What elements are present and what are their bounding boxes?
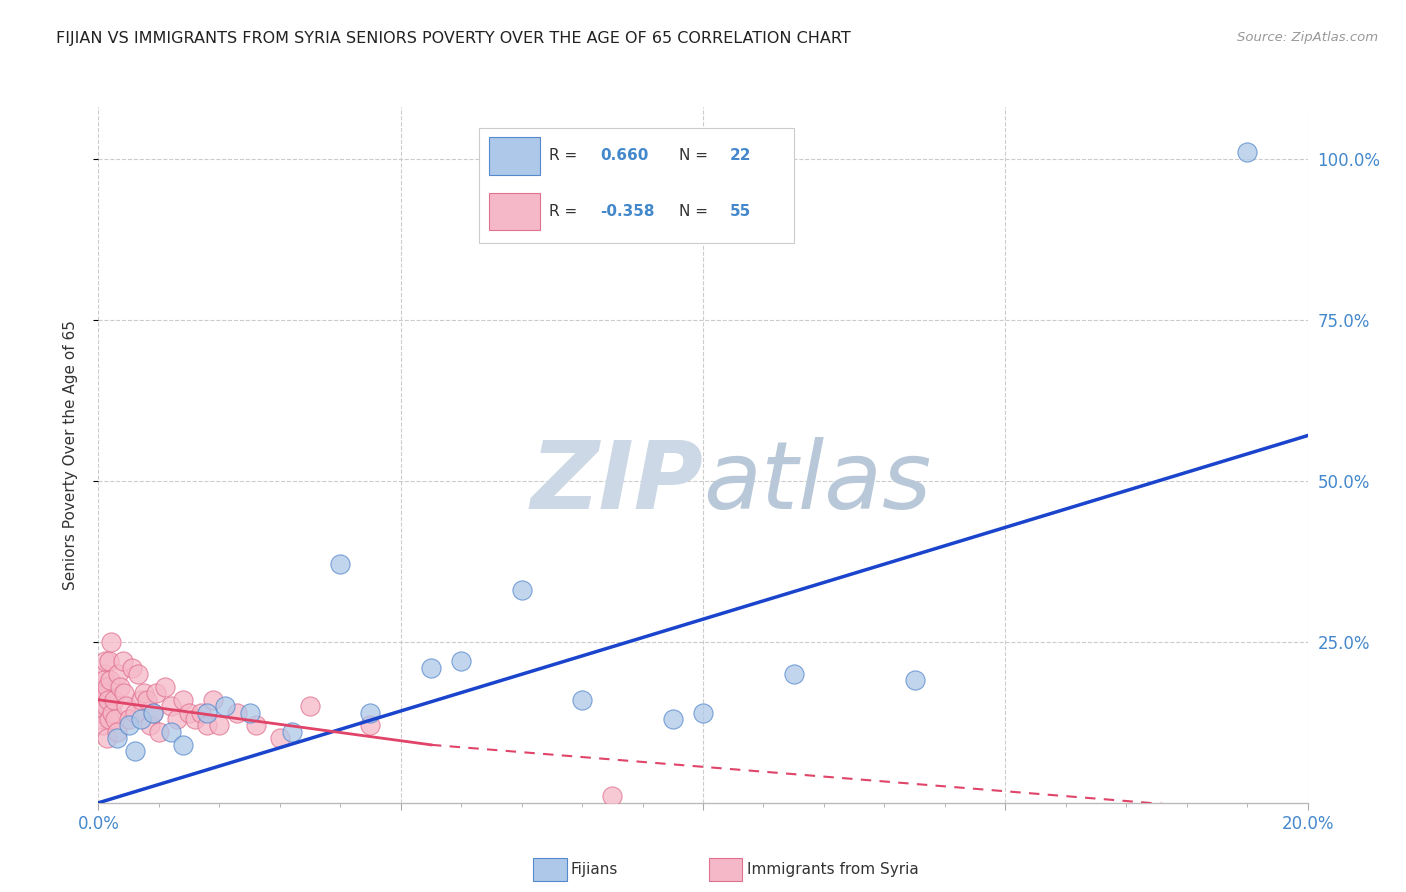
Point (100, 634, 122, 648)
Point (115, 699, 138, 714)
Point (90, 692, 112, 706)
Point (172, 738, 194, 752)
Point (93, 673, 115, 688)
Point (124, 706, 146, 720)
Point (104, 712, 127, 726)
Point (98, 673, 121, 688)
Point (90, 686, 112, 700)
Point (145, 686, 167, 700)
Point (160, 699, 183, 714)
Point (299, 699, 322, 714)
Point (142, 706, 165, 720)
Point (269, 731, 291, 746)
Point (135, 692, 157, 706)
Point (214, 699, 236, 714)
Point (129, 692, 152, 706)
Text: 55: 55 (730, 204, 751, 219)
Point (139, 718, 162, 732)
Point (112, 686, 135, 700)
Point (132, 686, 155, 700)
Point (91, 706, 114, 720)
Point (103, 692, 125, 706)
Point (142, 706, 165, 720)
Y-axis label: Seniors Poverty Over the Age of 65: Seniors Poverty Over the Age of 65 (63, 320, 77, 590)
Point (281, 725, 304, 739)
Point (124, 744, 146, 758)
Point (692, 706, 714, 720)
Point (662, 712, 685, 726)
Point (105, 731, 128, 746)
Point (239, 706, 262, 720)
Point (179, 706, 201, 720)
Point (420, 660, 443, 674)
Point (96, 686, 118, 700)
Point (208, 718, 231, 732)
Point (97, 712, 120, 726)
Point (91, 680, 114, 694)
Point (195, 718, 218, 732)
Point (96, 731, 118, 746)
Point (190, 706, 212, 720)
Point (127, 667, 149, 681)
Point (202, 692, 225, 706)
Text: FIJIAN VS IMMIGRANTS FROM SYRIA SENIORS POVERTY OVER THE AGE OF 65 CORRELATION C: FIJIAN VS IMMIGRANTS FROM SYRIA SENIORS … (56, 31, 851, 46)
Point (98, 654, 121, 668)
Point (118, 712, 141, 726)
Point (105, 725, 128, 739)
Text: 0.660: 0.660 (600, 148, 648, 163)
Point (153, 680, 176, 694)
Point (94, 699, 117, 714)
Point (94, 654, 117, 668)
Point (111, 654, 134, 668)
Point (510, 583, 533, 598)
Point (329, 558, 352, 572)
Point (184, 712, 207, 726)
Point (107, 667, 129, 681)
Point (226, 706, 249, 720)
Point (108, 680, 131, 694)
Point (166, 712, 188, 726)
Text: 22: 22 (730, 148, 751, 163)
Point (195, 706, 218, 720)
Point (100, 706, 122, 720)
Point (571, 692, 593, 706)
Point (1236, 145, 1258, 160)
Point (91, 718, 114, 732)
Point (96, 680, 118, 694)
Point (89, 712, 111, 726)
Text: R =: R = (550, 204, 582, 219)
FancyBboxPatch shape (479, 128, 793, 243)
Point (783, 667, 806, 681)
Point (160, 725, 183, 739)
Point (172, 692, 194, 706)
FancyBboxPatch shape (489, 137, 540, 175)
Point (118, 718, 141, 732)
Point (121, 660, 143, 674)
Point (904, 673, 927, 688)
Point (97, 692, 120, 706)
Point (360, 718, 382, 732)
Point (148, 725, 170, 739)
Text: N =: N = (679, 204, 713, 219)
Text: N =: N = (679, 148, 713, 163)
Text: ZIP: ZIP (530, 437, 703, 529)
Point (245, 718, 267, 732)
Text: Fijians: Fijians (571, 863, 619, 877)
Point (602, 789, 624, 804)
FancyBboxPatch shape (489, 193, 540, 230)
Text: R =: R = (550, 148, 582, 163)
Text: Immigrants from Syria: Immigrants from Syria (747, 863, 918, 877)
Point (450, 654, 472, 668)
Point (129, 712, 152, 726)
Point (360, 706, 382, 720)
Point (89, 699, 111, 714)
Text: -0.358: -0.358 (600, 204, 655, 219)
Text: Source: ZipAtlas.com: Source: ZipAtlas.com (1237, 31, 1378, 45)
Text: atlas: atlas (703, 437, 931, 528)
Point (93, 667, 115, 681)
